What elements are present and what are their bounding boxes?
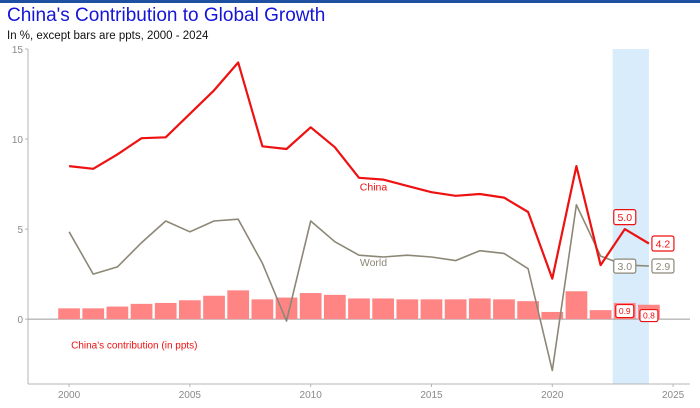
bar <box>468 298 491 320</box>
bar-2023-value-box <box>615 303 635 319</box>
bar <box>251 299 274 320</box>
china-2024-value-box <box>651 235 675 252</box>
bar <box>444 299 467 320</box>
contribution-series-label: China's contribution (in ppts) <box>71 340 197 351</box>
chart-title: China's Contribution to Global Growth <box>7 5 326 26</box>
china-series-label: China <box>360 181 388 193</box>
y-tick-label: 10 <box>12 135 24 146</box>
x-tick-label: 2025 <box>662 390 685 401</box>
bar <box>517 301 539 320</box>
y-tick-label: 0 <box>17 315 23 326</box>
top-border <box>0 0 700 3</box>
x-tick-label: 2010 <box>300 390 323 401</box>
x-tick-label: 2020 <box>541 390 564 401</box>
x-tick-label: 2005 <box>179 390 202 401</box>
bar-2023-value: 0.9 <box>619 306 631 316</box>
bar <box>179 300 201 320</box>
bar <box>106 306 129 320</box>
bar <box>154 302 177 320</box>
bar <box>589 310 612 320</box>
y-tick-label: 15 <box>12 45 24 56</box>
bar <box>420 299 443 320</box>
bar <box>299 293 322 320</box>
china-2023-value-box <box>613 209 637 226</box>
world-2024-value-box <box>651 258 675 274</box>
bar <box>348 298 370 320</box>
y-tick-label: 5 <box>17 225 23 236</box>
bar <box>275 297 298 320</box>
bar-2024-value-box <box>639 308 659 323</box>
bar <box>82 308 105 320</box>
world-2024-value: 2.9 <box>656 261 671 273</box>
bar <box>58 308 80 320</box>
world-series-label: World <box>360 257 387 269</box>
x-tick-label: 2000 <box>58 390 81 401</box>
bar <box>323 294 346 320</box>
bar-2024-value: 0.8 <box>643 311 655 321</box>
world-2023-value: 3.0 <box>617 261 632 273</box>
world-2023-value-box <box>613 258 637 274</box>
bar <box>227 290 250 320</box>
chart-subtitle: In %, except bars are ppts, 2000 - 2024 <box>7 30 209 42</box>
world-line <box>68 204 649 372</box>
bar <box>372 298 395 320</box>
china-2024-value: 4.2 <box>656 238 671 250</box>
bar <box>396 299 419 320</box>
china-line <box>68 61 650 280</box>
bar <box>203 295 225 320</box>
bar <box>130 303 153 320</box>
bar <box>493 299 515 320</box>
bar <box>541 311 564 320</box>
bar <box>565 291 588 320</box>
china-2023-value: 5.0 <box>617 212 632 224</box>
x-tick-label: 2015 <box>420 390 443 401</box>
